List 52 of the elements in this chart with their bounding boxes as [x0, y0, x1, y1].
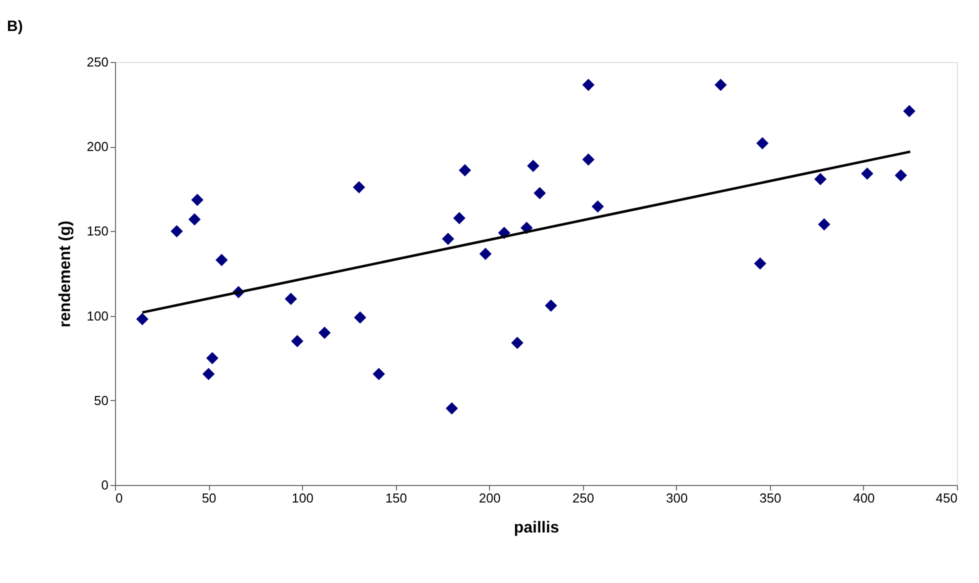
point: [206, 352, 218, 364]
point: [442, 232, 454, 245]
point: [291, 335, 304, 348]
point: [479, 248, 492, 260]
point: [814, 172, 827, 186]
point: [354, 311, 366, 324]
y-tick-label: 50: [94, 392, 108, 408]
point: [527, 160, 540, 172]
y-tick-label: 200: [86, 139, 108, 154]
point: [352, 181, 366, 194]
chart-title: B): [7, 18, 23, 35]
x-tick-label: 450: [936, 490, 958, 506]
x-tick-label: 300: [666, 490, 688, 506]
y-tick-label: 250: [86, 54, 108, 70]
point: [372, 368, 385, 380]
point: [170, 225, 183, 238]
point: [544, 300, 558, 312]
x-tick-label: 150: [385, 490, 408, 506]
point: [453, 212, 466, 224]
x-tick-label: 100: [292, 490, 314, 506]
x-tick-label: 0: [116, 490, 123, 506]
point: [756, 137, 769, 150]
x-tick-label: 200: [478, 490, 501, 506]
point: [903, 104, 916, 118]
x-tick-label: 350: [760, 490, 782, 506]
x-tick-label: 250: [572, 490, 594, 506]
point: [714, 78, 727, 91]
x-tick-label: 50: [202, 490, 216, 506]
point: [202, 368, 215, 380]
y-tick-label: 150: [86, 224, 108, 239]
x-tick-label: 400: [853, 490, 875, 506]
point: [818, 218, 830, 231]
point: [458, 164, 472, 176]
point: [754, 257, 766, 270]
point: [191, 194, 204, 206]
point: [136, 313, 148, 326]
point: [582, 78, 595, 91]
y-tick-label: 100: [86, 308, 108, 324]
point: [511, 336, 524, 349]
point: [188, 213, 201, 226]
point: [592, 200, 604, 213]
point: [318, 326, 331, 339]
point: [534, 187, 546, 200]
point: [284, 292, 298, 306]
point: [216, 254, 228, 266]
point: [582, 153, 595, 166]
point: [894, 169, 907, 182]
y-axis-title: rendement (g): [56, 220, 74, 328]
y-tick-label: 0: [101, 478, 108, 492]
point: [861, 168, 874, 180]
x-axis-title: paillis: [514, 520, 560, 536]
point: [446, 402, 458, 414]
